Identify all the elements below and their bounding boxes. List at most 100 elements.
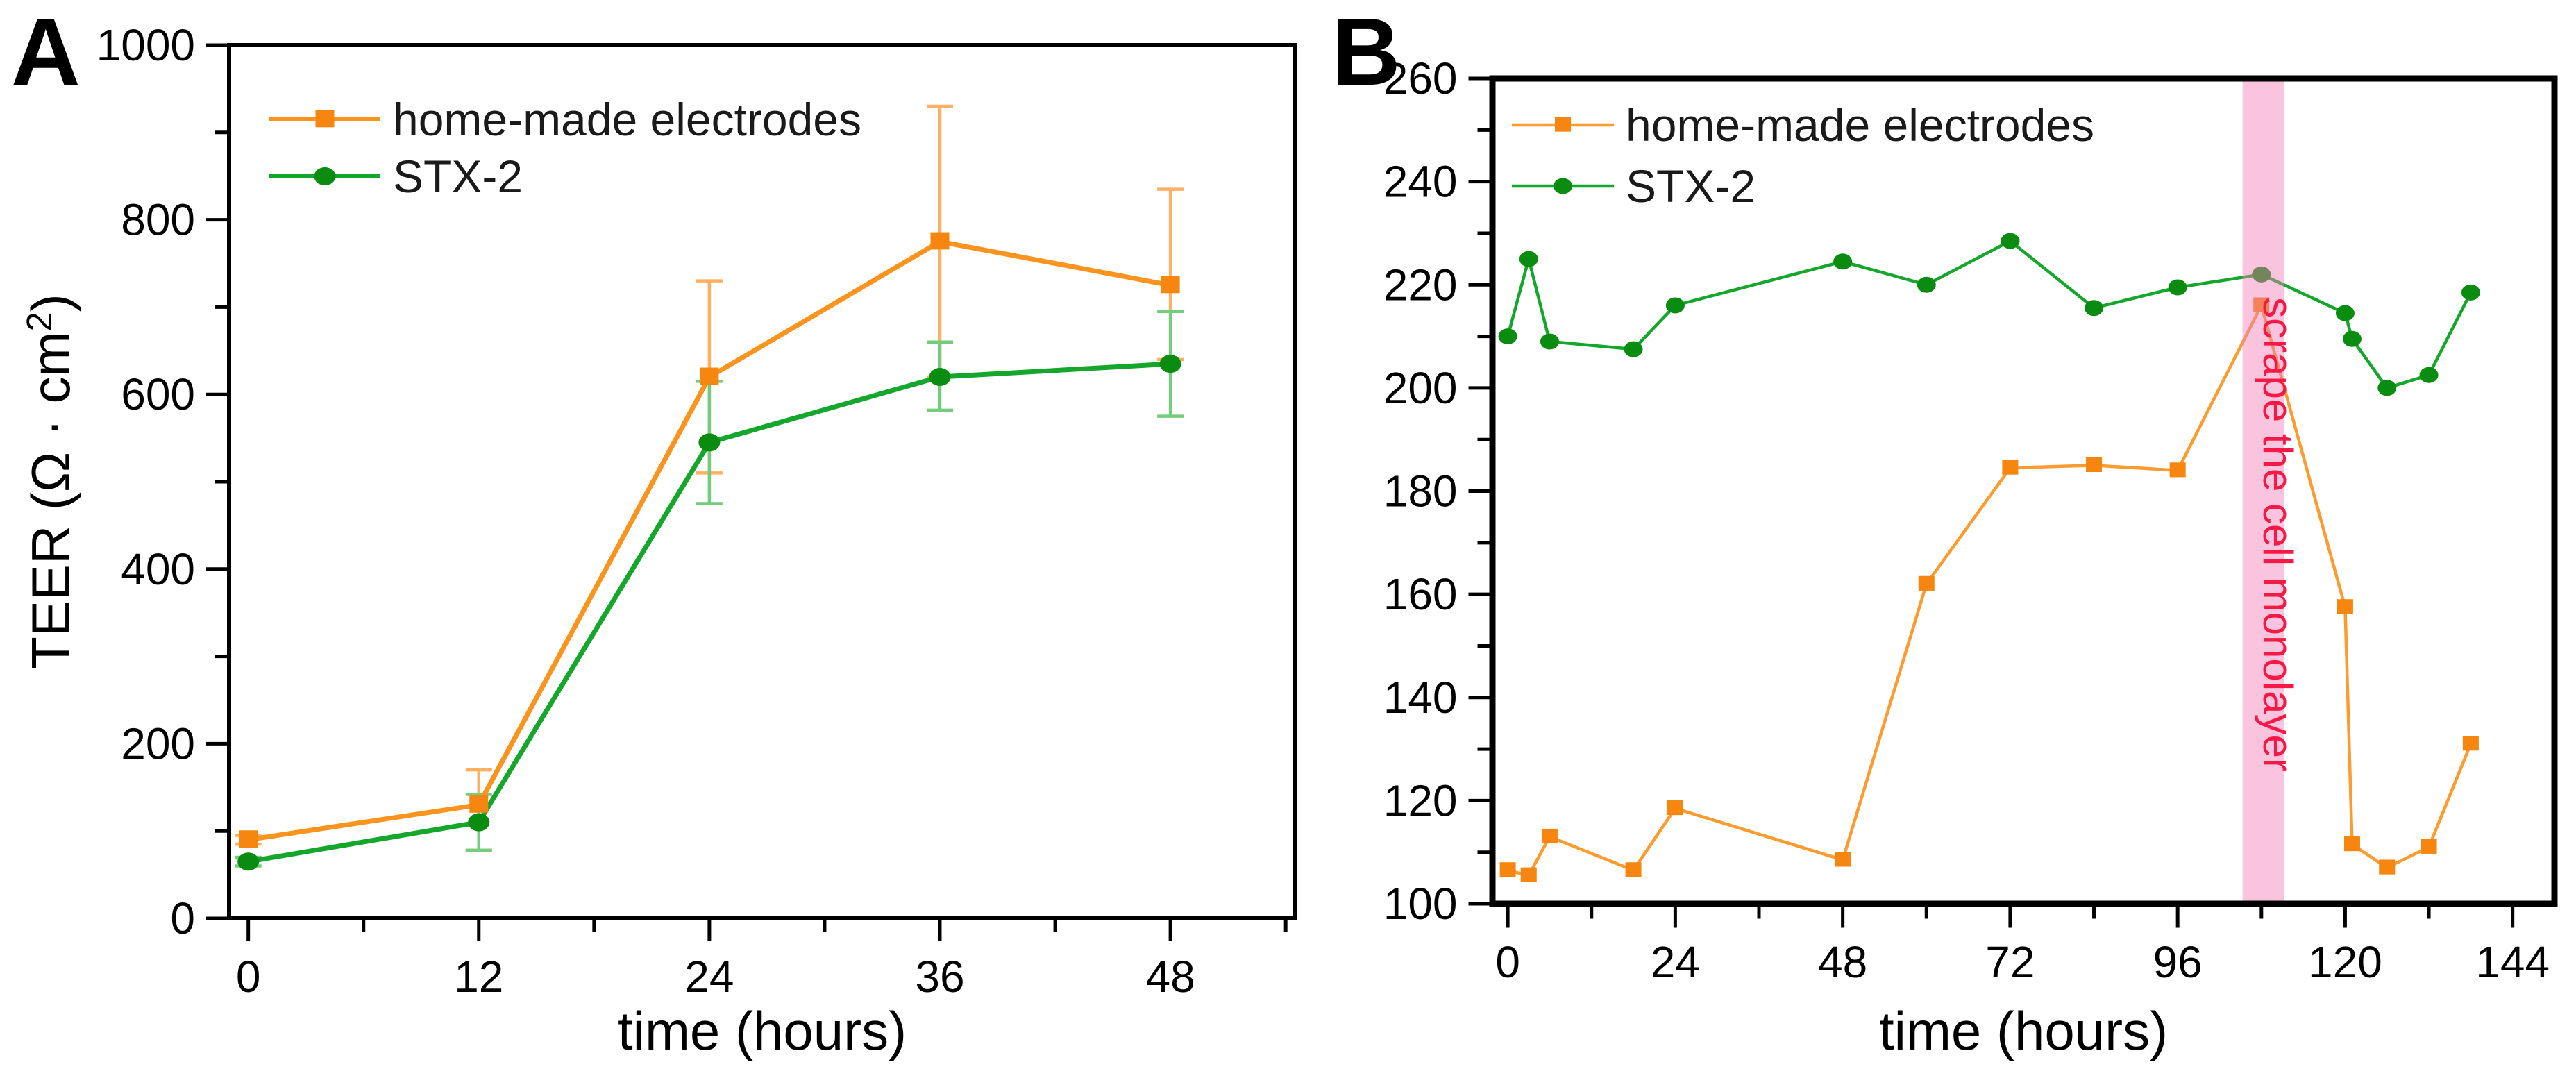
series-markers xyxy=(1498,233,2480,396)
axis-ticks xyxy=(1468,76,2515,928)
data-point-square xyxy=(1499,862,1516,877)
data-point-square xyxy=(1835,852,1851,867)
data-point-circle xyxy=(929,368,951,387)
svg-text:140: 140 xyxy=(1383,673,1458,723)
data-point-square xyxy=(1667,800,1683,816)
svg-text:260: 260 xyxy=(1383,53,1458,103)
data-point-square xyxy=(2086,457,2103,473)
plot-frame xyxy=(227,43,1297,920)
data-point-square xyxy=(2343,836,2360,852)
data-point-square xyxy=(1541,828,1558,844)
data-point-circle xyxy=(698,433,721,452)
svg-text:800: 800 xyxy=(121,195,195,245)
legend: home-made electrodes STX-2 xyxy=(269,94,861,202)
data-point-circle xyxy=(1498,328,1517,345)
data-point-square xyxy=(1625,862,1642,877)
data-point-square xyxy=(1520,867,1537,882)
data-point-circle xyxy=(1519,251,1538,267)
data-point-square xyxy=(700,367,719,385)
data-point-circle xyxy=(1833,253,1853,270)
svg-text:0: 0 xyxy=(236,952,261,1002)
svg-text:180: 180 xyxy=(1383,466,1458,516)
legend: home-made electrodes STX-2 xyxy=(1512,99,2094,212)
svg-text:120: 120 xyxy=(2308,937,2382,987)
y-tick-labels: 100 120 140 160 180 200 220 240 260 xyxy=(1383,53,1458,929)
scrape-event-band xyxy=(2242,78,2284,904)
legend-label: home-made electrodes xyxy=(1626,99,2094,151)
data-point-square xyxy=(1918,575,1935,591)
series-markers xyxy=(1499,297,2479,882)
data-point-square xyxy=(2337,599,2353,614)
series-markers xyxy=(237,355,1181,871)
svg-text:96: 96 xyxy=(2153,937,2203,987)
svg-text:600: 600 xyxy=(121,369,195,419)
data-point-square xyxy=(2253,297,2270,312)
data-point-square xyxy=(1161,276,1180,294)
legend-circle-marker xyxy=(314,167,336,185)
data-point-square xyxy=(2002,460,2019,475)
data-point-circle xyxy=(2335,305,2355,321)
svg-text:36: 36 xyxy=(915,952,964,1002)
legend-circle-marker xyxy=(1554,178,1572,194)
data-point-circle xyxy=(468,813,490,832)
svg-text:200: 200 xyxy=(1383,363,1458,413)
svg-text:48: 48 xyxy=(1818,937,1867,987)
data-point-circle xyxy=(2419,367,2439,383)
data-point-circle xyxy=(1665,297,1685,314)
data-point-circle xyxy=(1917,276,1936,293)
svg-text:220: 220 xyxy=(1383,260,1458,310)
y-tick-labels: 0 200 400 600 800 1000 xyxy=(96,20,195,943)
data-point-square xyxy=(2379,859,2396,875)
data-point-circle xyxy=(2001,233,2020,249)
x-axis-title: time (hours) xyxy=(1879,1000,2168,1061)
legend-label: home-made electrodes xyxy=(393,94,861,145)
svg-text:100: 100 xyxy=(1383,879,1458,929)
data-point-circle xyxy=(2252,266,2271,283)
data-point-square xyxy=(930,232,950,250)
legend-square-marker xyxy=(315,110,335,128)
data-point-square xyxy=(2462,736,2479,751)
svg-text:120: 120 xyxy=(1383,775,1458,825)
y-axis-title: TEER (Ω · cm2) xyxy=(19,294,81,669)
svg-text:160: 160 xyxy=(1383,569,1458,619)
svg-text:144: 144 xyxy=(2475,937,2550,987)
x-axis-title: time (hours) xyxy=(618,1000,907,1061)
svg-text:48: 48 xyxy=(1146,952,1195,1002)
panel-b-chart: 0 24 48 72 96 120 144 100 120 140 160 180 200 220 240 2… xyxy=(1383,53,2558,1061)
data-point-circle xyxy=(237,852,260,871)
panel-a-chart: 0 12 24 36 48 0 200 400 600 800 1000 time (hours) TE… xyxy=(19,20,1297,1061)
data-point-circle xyxy=(1159,355,1181,373)
data-point-square xyxy=(239,830,258,848)
panel-b-label: B xyxy=(1331,0,1401,106)
x-tick-labels: 0 12 24 36 48 xyxy=(236,952,1195,1002)
svg-text:400: 400 xyxy=(121,544,195,594)
data-point-circle xyxy=(2461,284,2480,301)
svg-text:240: 240 xyxy=(1383,157,1458,207)
data-point-circle xyxy=(2342,330,2362,347)
legend-square-marker xyxy=(1555,117,1571,132)
data-point-square xyxy=(2169,462,2186,478)
svg-text:0: 0 xyxy=(1495,937,1520,987)
legend-label: STX-2 xyxy=(1626,160,1756,212)
data-point-circle xyxy=(2377,380,2397,396)
svg-text:72: 72 xyxy=(1985,937,2035,987)
scrape-annotation-text: scrape the cell monolayer xyxy=(2255,297,2301,772)
svg-text:200: 200 xyxy=(121,718,195,768)
svg-text:12: 12 xyxy=(454,952,503,1002)
data-point-circle xyxy=(2168,279,2187,296)
data-point-square xyxy=(469,795,489,813)
series-markers xyxy=(239,232,1180,848)
series-line xyxy=(1506,239,2473,390)
data-point-circle xyxy=(1540,333,1559,350)
data-point-square xyxy=(2421,839,2437,854)
series-line xyxy=(1507,303,2473,877)
svg-text:0: 0 xyxy=(170,893,195,943)
plot-frame xyxy=(1489,75,2558,907)
data-point-circle xyxy=(2085,300,2104,317)
data-point-circle xyxy=(1624,341,1643,357)
svg-text:1000: 1000 xyxy=(96,20,195,70)
legend-label: STX-2 xyxy=(393,151,523,202)
error-bars xyxy=(235,310,1184,868)
